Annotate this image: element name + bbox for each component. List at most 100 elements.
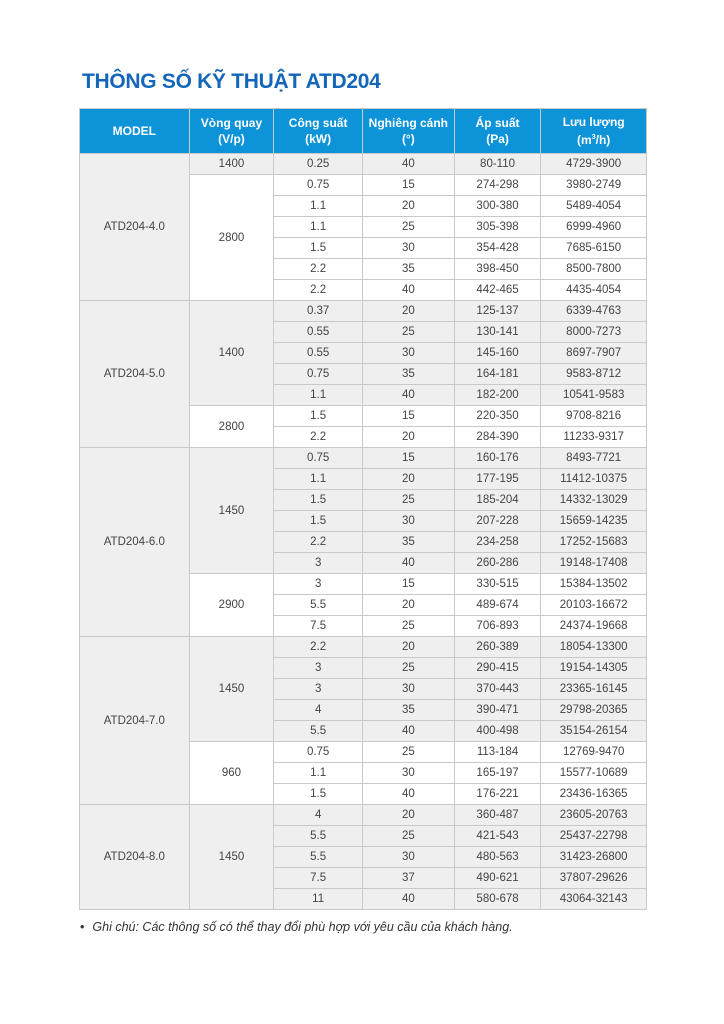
angle-cell: 20 <box>361 636 455 658</box>
pressure-cell: 145-160 <box>453 342 542 364</box>
model-cell: ATD204-4.0 <box>79 153 190 301</box>
pressure-cell: 207-228 <box>453 510 542 532</box>
power-cell: 1.5 <box>273 405 363 427</box>
table-row: ATD204-7.0 1450 2.2 20 260-389 18054-13300 <box>79 636 647 805</box>
pressure-cell: 185-204 <box>453 489 542 511</box>
power-cell: 2.2 <box>273 636 363 658</box>
power-cell: 0.55 <box>273 321 363 343</box>
power-cell: 1.5 <box>273 489 363 511</box>
flow-cell: 15659-14235 <box>540 510 647 532</box>
table-row: 2800 1.5 15 220-350 9708-8216 <box>80 405 647 448</box>
pressure-cell: 284-390 <box>453 426 542 448</box>
flow-cell: 6339-4763 <box>540 300 647 322</box>
bullet-icon: • <box>80 920 85 934</box>
flow-cell: 8000-7273 <box>540 321 647 343</box>
flow-cell: 31423-26800 <box>540 846 647 868</box>
angle-cell: 20 <box>361 804 455 826</box>
flow-cell: 35154-26154 <box>540 720 647 742</box>
header-flow-unit-exp: 3 <box>591 134 596 141</box>
flow-cell: 23605-20763 <box>540 804 647 826</box>
speed-cell: 2800 <box>188 174 275 301</box>
angle-cell: 40 <box>361 384 455 406</box>
flow-cell: 3980-2749 <box>540 174 647 196</box>
speed-cell: 1450 <box>188 804 275 910</box>
pressure-cell: 489-674 <box>453 594 542 616</box>
table-row: 2.2 35 234-258 17252-15683 <box>80 531 647 553</box>
angle-cell: 25 <box>361 216 455 238</box>
header-flow-unit-b: /h) <box>595 133 611 147</box>
table-row: ATD204-8.0 1450 4 20 360-487 23605-20763 <box>79 804 647 910</box>
angle-cell: 30 <box>361 846 455 868</box>
flow-cell: 11412-10375 <box>540 468 647 490</box>
header-pressure: Áp suất (Pa) <box>453 108 542 154</box>
power-cell: 3 <box>273 678 363 700</box>
power-cell: 2.2 <box>273 258 363 280</box>
power-cell: 5.5 <box>273 825 363 847</box>
table-row: 2800 0.75 15 274-298 3980-2749 <box>80 174 647 301</box>
table-row: 7.5 25 706-893 24374-19668 <box>80 615 647 637</box>
angle-cell: 30 <box>361 510 455 532</box>
table-row: 7.5 37 490-621 37807-29626 <box>80 867 647 889</box>
power-cell: 5.5 <box>273 846 363 868</box>
flow-cell: 8697-7907 <box>540 342 647 364</box>
angle-cell: 40 <box>361 153 455 175</box>
flow-cell: 37807-29626 <box>540 867 647 889</box>
pressure-cell: 130-141 <box>453 321 542 343</box>
angle-cell: 15 <box>361 573 455 595</box>
header-angle-label: Nghiêng cánh <box>368 116 449 130</box>
power-cell: 11 <box>273 888 363 910</box>
angle-cell: 25 <box>361 825 455 847</box>
pressure-cell: 164-181 <box>453 363 542 385</box>
flow-cell: 11233-9317 <box>540 426 647 448</box>
angle-cell: 30 <box>361 762 455 784</box>
header-power-unit: (kW) <box>305 132 332 146</box>
pressure-cell: 421-543 <box>453 825 542 847</box>
speed-cell: 1450 <box>188 636 275 742</box>
flow-cell: 14332-13029 <box>540 489 647 511</box>
flow-cell: 17252-15683 <box>540 531 647 553</box>
angle-cell: 25 <box>361 321 455 343</box>
power-cell: 2.2 <box>273 426 363 448</box>
angle-cell: 25 <box>361 615 455 637</box>
angle-cell: 20 <box>361 594 455 616</box>
pressure-cell: 220-350 <box>453 405 542 427</box>
table-row: 5.5 25 421-543 25437-22798 <box>80 825 647 847</box>
pressure-cell: 354-428 <box>453 237 542 259</box>
angle-cell: 35 <box>361 699 455 721</box>
model-cell: ATD204-8.0 <box>79 804 190 910</box>
table-row: ATD204-5.0 1400 0.37 20 125-137 6339-4763 <box>79 300 647 448</box>
table-row: 1.5 40 176-221 23436-16365 <box>80 783 647 805</box>
model-cell: ATD204-6.0 <box>79 447 190 637</box>
pressure-cell: 182-200 <box>453 384 542 406</box>
power-cell: 5.5 <box>273 720 363 742</box>
table-row: 960 0.75 25 113-184 12769-9470 <box>80 741 647 805</box>
speed-cell: 1400 <box>188 300 275 406</box>
table-row: 1.1 20 300-380 5489-4054 <box>80 195 647 217</box>
flow-cell: 15384-13502 <box>540 573 647 595</box>
pressure-cell: 125-137 <box>453 300 542 322</box>
footnote-text: Ghi chú: Các thông số có thể thay đổi ph… <box>92 920 513 934</box>
pressure-cell: 370-443 <box>453 678 542 700</box>
angle-cell: 40 <box>361 552 455 574</box>
flow-cell: 10541-9583 <box>540 384 647 406</box>
pressure-cell: 176-221 <box>453 783 542 805</box>
flow-cell: 20103-16672 <box>540 594 647 616</box>
power-cell: 1.1 <box>273 762 363 784</box>
table-row: 11 40 580-678 43064-32143 <box>80 888 647 910</box>
pressure-cell: 442-465 <box>453 279 542 301</box>
angle-cell: 40 <box>361 720 455 742</box>
pressure-cell: 706-893 <box>453 615 542 637</box>
angle-cell: 25 <box>361 657 455 679</box>
flow-cell: 25437-22798 <box>540 825 647 847</box>
table-row: 1.1 40 182-200 10541-9583 <box>80 384 647 406</box>
flow-cell: 8493-7721 <box>540 447 647 469</box>
power-cell: 1.1 <box>273 384 363 406</box>
pressure-cell: 260-389 <box>453 636 542 658</box>
speed-cell: 2900 <box>188 573 275 637</box>
angle-cell: 15 <box>361 447 455 469</box>
table-row: 2900 3 15 330-515 15384-13502 <box>80 573 647 637</box>
header-flow-unit-a: (m <box>577 133 592 147</box>
power-cell: 7.5 <box>273 615 363 637</box>
header-power-label: Công suất <box>288 116 348 130</box>
header-flow: Lưu lượng (m3/h) <box>540 108 647 154</box>
